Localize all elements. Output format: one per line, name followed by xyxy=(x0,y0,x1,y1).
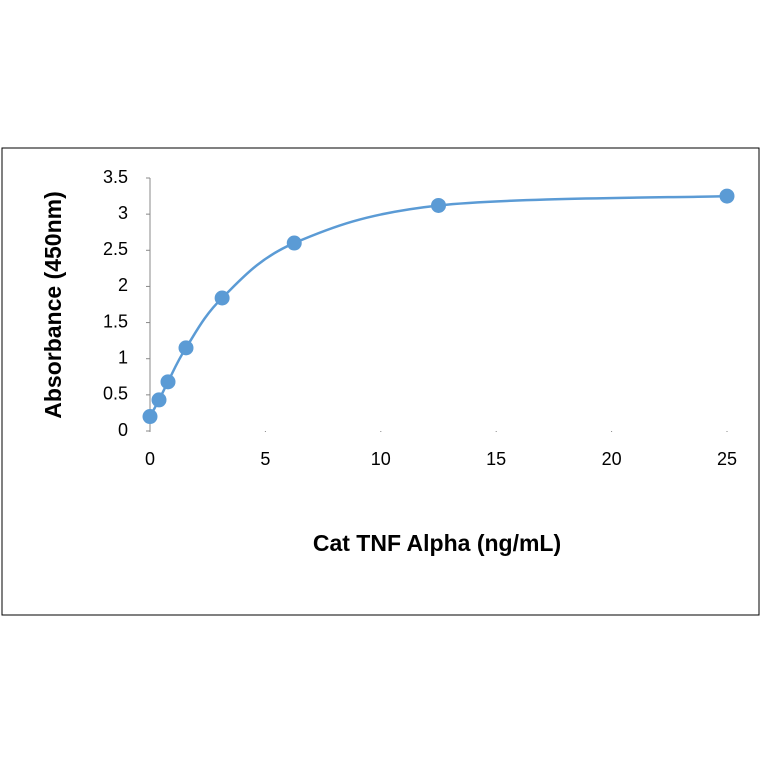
data-point xyxy=(286,235,302,251)
x-tick-label: 0 xyxy=(145,449,155,469)
data-point xyxy=(142,409,158,425)
y-tick-label: 2 xyxy=(118,275,128,295)
data-point xyxy=(160,374,176,390)
y-tick-label: 3.5 xyxy=(103,167,128,187)
x-tick-label: 25 xyxy=(717,449,737,469)
data-point xyxy=(178,340,194,356)
data-point xyxy=(431,197,446,213)
y-tick-label: 0 xyxy=(118,420,128,440)
y-tick-label: 1.5 xyxy=(103,311,128,331)
x-tick-label: 10 xyxy=(371,449,391,469)
x-tick-label: 15 xyxy=(486,449,506,469)
y-tick-label: 0.5 xyxy=(103,384,128,404)
data-point xyxy=(151,392,167,408)
data-point xyxy=(719,188,735,204)
x-tick-label: 20 xyxy=(602,449,622,469)
x-tick-label: 5 xyxy=(260,449,270,469)
y-tick-label: 1 xyxy=(118,347,128,367)
y-axis-title: Absorbance (450nm) xyxy=(40,191,66,419)
x-axis-title: Cat TNF Alpha (ng/mL) xyxy=(313,530,561,556)
data-point xyxy=(214,290,230,306)
y-tick-label: 2.5 xyxy=(103,239,128,259)
chart-frame xyxy=(1,147,760,616)
y-tick-label: 3 xyxy=(118,203,128,223)
